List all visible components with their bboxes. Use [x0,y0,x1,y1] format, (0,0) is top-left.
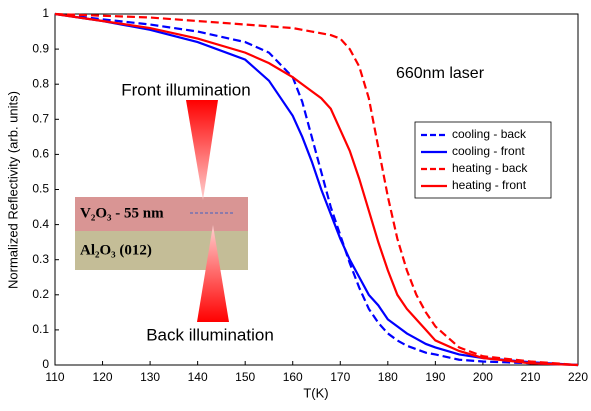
y-tick-label: 0.4 [32,217,49,231]
y-tick-label: 0.2 [32,287,49,301]
x-tick-label: 150 [235,370,255,384]
y-tick-label: 0.3 [32,252,49,266]
annotation: Front illumination [121,80,250,99]
annotation: Al₂O₃ (012) [80,242,152,258]
y-tick-label: 0.7 [32,111,49,125]
x-tick-label: 180 [378,370,398,384]
x-tick-label: 130 [140,370,160,384]
x-tick-label: 120 [93,370,113,384]
x-tick-label: 110 [45,370,64,384]
annotation: V₂O₃ - 55 nm [80,205,164,221]
y-tick-label: 0.1 [32,322,49,336]
legend-label: heating - front [452,178,527,192]
legend-label: cooling - back [452,127,527,141]
x-tick-label: 170 [330,370,350,384]
legend-label: heating - back [452,161,528,175]
x-tick-label: 220 [568,370,588,384]
y-tick-label: 0 [42,357,49,371]
annotation: Back illumination [146,325,274,344]
y-tick-label: 0.9 [32,41,49,55]
y-tick-label: 0.5 [32,182,49,196]
x-tick-label: 140 [188,370,208,384]
y-tick-label: 0.8 [32,76,49,90]
chart: Front illumination Back illumination 660… [0,0,591,406]
legend-label: cooling - front [452,144,525,158]
y-tick-label: 0.6 [32,147,49,161]
front-beam [186,100,218,200]
x-tick-label: 190 [425,370,445,384]
annotation: 660nm laser [396,65,485,82]
x-tick-label: 200 [473,370,493,384]
y-tick-label: 1 [42,6,49,20]
x-axis-label: T(K) [303,385,328,400]
x-tick-label: 210 [520,370,540,384]
y-axis-label: Normalized Reflectivity (arb. units) [5,91,20,289]
x-tick-label: 160 [283,370,303,384]
